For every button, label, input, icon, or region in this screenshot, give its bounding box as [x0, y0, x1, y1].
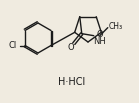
Text: O: O [97, 30, 103, 39]
Text: H·HCl: H·HCl [58, 77, 86, 87]
Text: Cl: Cl [9, 41, 17, 50]
Text: NH: NH [93, 36, 106, 46]
Text: CH₃: CH₃ [109, 22, 123, 31]
Text: O: O [67, 43, 74, 52]
